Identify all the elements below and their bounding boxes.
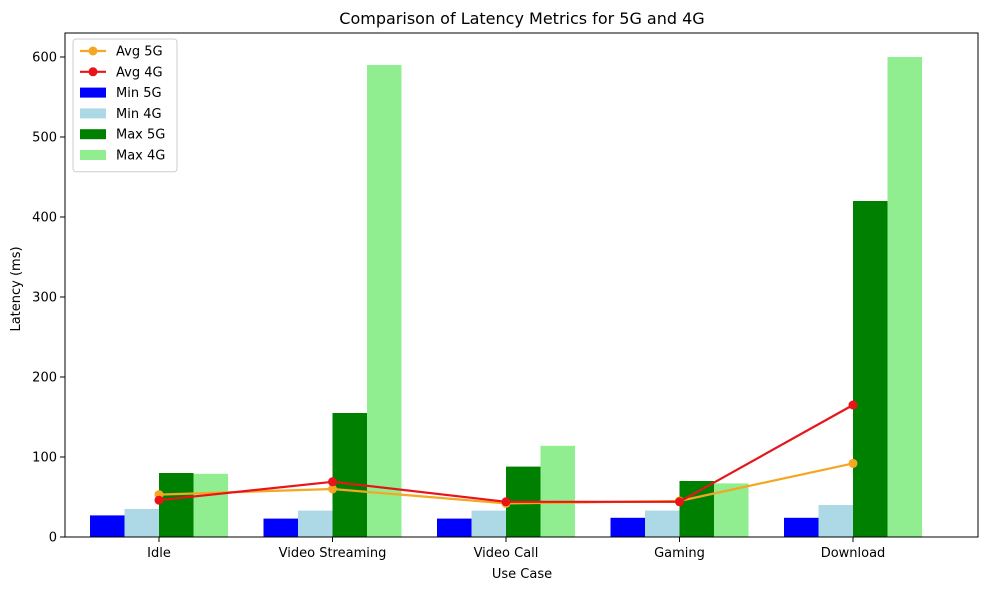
bar-min-5g-video-call	[437, 518, 472, 537]
legend-label-max-5g: Max 5G	[116, 128, 165, 143]
bar-min-4g-gaming	[645, 510, 680, 537]
bar-max-4g-video-call	[540, 445, 575, 537]
legend-label-min-4g: Min 4G	[116, 107, 162, 122]
legend: Avg 5G Avg 4G Min 5G Min 4G Max 5G Max 4G	[72, 38, 178, 173]
point-avg-5g-video-streaming	[328, 484, 337, 494]
y-tick-label: 200	[32, 371, 57, 386]
legend-label-min-5g: Min 5G	[116, 86, 162, 101]
bar-min-4g-video-call	[471, 510, 506, 537]
bar-min-5g-idle	[90, 515, 125, 537]
y-axis-label: Latency (ms)	[9, 246, 24, 331]
bar-min-4g-idle	[124, 509, 159, 537]
bar-min-4g-video-streaming	[298, 510, 333, 537]
bar-min-5g-video-streaming	[263, 518, 298, 537]
point-avg-4g-video-call	[501, 497, 511, 507]
x-tick-label: Video Streaming	[279, 546, 387, 561]
point-avg-5g-download	[848, 458, 858, 468]
legend-label-avg-5g: Avg 5G	[116, 45, 163, 60]
y-tick-label: 0	[49, 531, 57, 546]
bar-max-5g-gaming	[679, 481, 714, 537]
bar-max-4g-download	[887, 57, 922, 537]
legend-marker-avg-5g	[88, 46, 98, 56]
legend-swatch-max-5g	[80, 129, 106, 140]
point-avg-4g-download	[848, 400, 858, 410]
point-avg-4g-gaming	[675, 497, 684, 507]
x-tick-label: Idle	[147, 546, 171, 561]
y-tick-label: 300	[32, 291, 57, 306]
bar-min-5g-gaming	[610, 517, 645, 537]
x-tick-label: Gaming	[654, 546, 705, 561]
bar-max-4g-idle	[193, 473, 228, 537]
y-tick-label: 100	[32, 451, 57, 466]
x-tick-label: Download	[821, 546, 886, 561]
bar-max-4g-video-streaming	[367, 65, 402, 537]
bars-layer	[90, 57, 922, 537]
legend-swatch-max-4g	[80, 150, 106, 160]
point-avg-4g-idle	[154, 495, 164, 505]
legend-label-max-4g: Max 4G	[116, 149, 165, 164]
y-tick-label: 400	[32, 211, 57, 226]
axes-layer: 0 100 200 300 400 500 600 Idle Video Streaming Vi…	[32, 51, 885, 562]
lines-layer	[154, 400, 858, 508]
plot-frame	[64, 32, 979, 538]
legend-swatch-min-4g	[80, 108, 106, 119]
x-tick-label: Video Call	[474, 546, 539, 561]
legend-marker-avg-4g	[88, 67, 98, 77]
x-axis-label: Use Case	[492, 567, 552, 582]
chart-title: Comparison of Latency Metrics for 5G and…	[339, 9, 704, 28]
bar-max-5g-idle	[159, 473, 194, 537]
y-tick-label: 600	[32, 51, 57, 66]
legend-label-avg-4g: Avg 4G	[116, 65, 163, 80]
y-tick-label: 500	[32, 131, 57, 146]
bar-max-5g-video-streaming	[332, 413, 367, 537]
bar-min-4g-download	[818, 505, 853, 537]
bar-min-5g-download	[784, 517, 819, 537]
bar-max-5g-download	[853, 201, 888, 537]
point-avg-4g-video-streaming	[328, 477, 337, 487]
legend-swatch-min-5g	[80, 87, 106, 98]
